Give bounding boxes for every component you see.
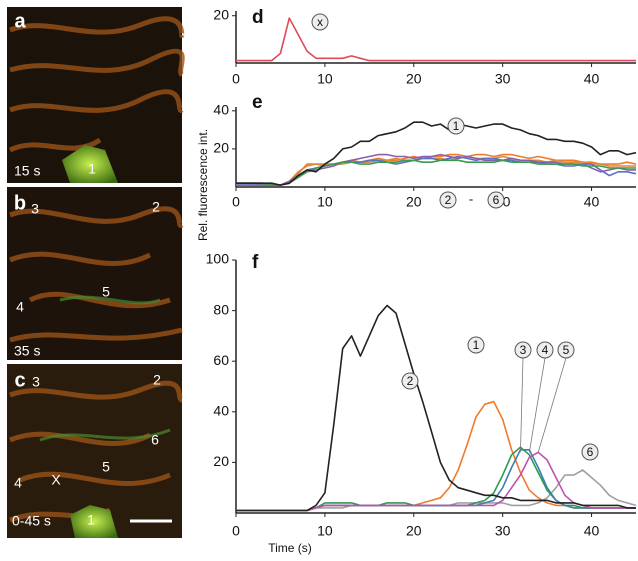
green-region <box>70 505 118 538</box>
leader-line <box>520 357 524 453</box>
series-label: 6 <box>587 445 594 459</box>
region-label: 1 <box>88 161 96 177</box>
series-label: 5 <box>563 343 570 357</box>
region-label: 5 <box>102 459 110 475</box>
x-tick-label: 40 <box>584 71 600 87</box>
series-label: 2 <box>407 374 414 388</box>
region-label: 4 <box>16 299 24 315</box>
green-region <box>62 145 118 183</box>
tubules <box>8 16 185 523</box>
panel-letter: b <box>14 192 26 214</box>
series-line <box>236 121 637 186</box>
series-line <box>236 449 636 512</box>
micrographs <box>7 7 185 538</box>
leader-line <box>528 357 546 453</box>
series-label: x <box>317 15 323 29</box>
series-line <box>236 159 636 186</box>
region-label: 3 <box>31 201 39 217</box>
x-tick-label: 20 <box>406 71 422 87</box>
charts: 01020304020dx0102030402040eRel. fluoresc… <box>196 6 637 555</box>
series-label-circle <box>401 372 419 390</box>
image-labels: a 15 s 1 b 35 s 3 2 4 5 c 0-45 s 3 2 6 4 X 5 1 <box>12 10 161 528</box>
region-label: 2 <box>152 199 160 215</box>
x-tick-label: 0 <box>232 71 240 87</box>
series-label: 4 <box>542 343 549 357</box>
annotation-circle <box>487 191 505 209</box>
series-label-circle <box>536 341 554 359</box>
series-line <box>236 17 636 62</box>
region-label: 1 <box>87 512 95 528</box>
series-line <box>236 451 636 512</box>
region-label: 2 <box>153 372 161 388</box>
x-tick-label: 30 <box>495 71 511 87</box>
annotation: 2 <box>445 193 452 207</box>
series-line <box>236 304 636 512</box>
x-tick-label: 0 <box>232 194 240 210</box>
x-axis-label: Time (s) <box>268 541 312 555</box>
panel-letter: f <box>252 252 259 273</box>
time-label: 35 s <box>14 343 40 359</box>
annotation: - <box>469 191 473 206</box>
time-label: 15 s <box>14 163 40 179</box>
x-tick-label: 40 <box>584 194 600 210</box>
panel-letter: e <box>252 92 263 113</box>
region-label: X <box>51 472 61 488</box>
series-line <box>236 400 636 512</box>
region-label: 3 <box>32 374 40 390</box>
green-tubules <box>39 295 171 442</box>
y-tick-label: 60 <box>213 352 229 368</box>
y-tick-label: 80 <box>213 301 229 317</box>
x-tick-label: 20 <box>406 523 422 539</box>
region-label: 6 <box>151 432 159 448</box>
annotation: 6 <box>493 193 500 207</box>
series-label-circle <box>467 336 485 354</box>
x-tick-label: 0 <box>232 523 240 539</box>
series-line <box>236 446 636 512</box>
series-label-circle <box>514 341 532 359</box>
y-tick-label: 40 <box>213 403 229 419</box>
y-axis-label: Rel. fluorescence int. <box>196 129 210 241</box>
y-tick-label: 20 <box>213 453 229 469</box>
region-label: 5 <box>102 284 110 300</box>
time-label: 0-45 s <box>12 513 51 529</box>
annotation-circle <box>439 191 457 209</box>
panel-letter: d <box>252 7 264 28</box>
y-tick-label: 100 <box>206 251 230 267</box>
panel-letter: c <box>14 369 25 391</box>
series-label: 3 <box>520 343 527 357</box>
leader-line <box>537 357 567 453</box>
series-line <box>236 155 636 186</box>
series-line <box>236 469 637 512</box>
series-label-circle <box>581 443 599 461</box>
y-tick-label: 40 <box>213 102 229 118</box>
series-label: 1 <box>473 338 480 352</box>
x-tick-label: 10 <box>317 523 333 539</box>
series-label-circle <box>557 341 575 359</box>
y-tick-label: 20 <box>213 140 229 156</box>
panel-letter: a <box>14 10 26 32</box>
x-tick-label: 10 <box>317 71 333 87</box>
x-tick-label: 10 <box>317 194 333 210</box>
series-label-circle <box>447 117 465 135</box>
x-tick-label: 40 <box>584 523 600 539</box>
region-label: 4 <box>14 475 22 491</box>
x-tick-label: 30 <box>495 523 511 539</box>
series-label: 1 <box>453 119 460 133</box>
y-tick-label: 20 <box>213 6 229 22</box>
x-tick-label: 20 <box>406 194 422 210</box>
image-b <box>7 187 182 360</box>
series-label-circle <box>311 13 329 31</box>
